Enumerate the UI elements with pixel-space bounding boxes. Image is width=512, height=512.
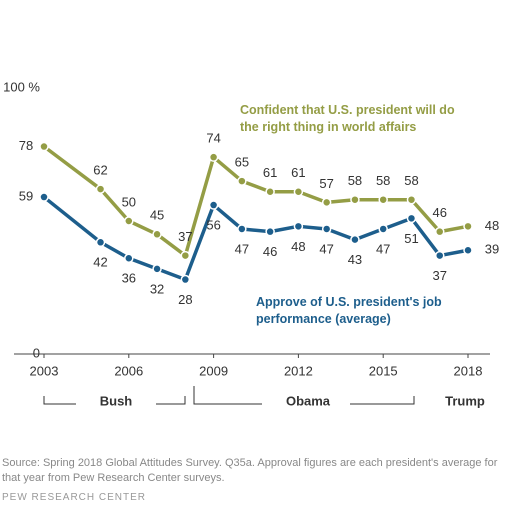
point xyxy=(434,250,445,261)
value-label: 57 xyxy=(319,176,333,191)
value-label: 48 xyxy=(485,218,499,233)
value-label: 58 xyxy=(404,173,418,188)
value-label: 43 xyxy=(348,252,362,267)
point xyxy=(124,253,134,263)
point xyxy=(208,200,219,210)
credit: PEW RESEARCH CENTER xyxy=(2,492,147,503)
x-tick-label: 2009 xyxy=(199,363,228,378)
era-brackets xyxy=(43,386,415,405)
point xyxy=(180,274,191,285)
value-label: 78 xyxy=(19,138,33,153)
point xyxy=(463,221,473,232)
value-label: 56 xyxy=(206,217,220,232)
point xyxy=(152,229,162,240)
point xyxy=(321,197,332,208)
y-tick-label: 100 % xyxy=(3,79,40,94)
point xyxy=(237,176,247,186)
bracket xyxy=(43,396,76,405)
value-label: 47 xyxy=(235,241,249,256)
point xyxy=(265,186,275,197)
value-label: 36 xyxy=(122,271,136,286)
value-label: 48 xyxy=(291,239,305,254)
point xyxy=(378,194,388,205)
value-label: 47 xyxy=(376,241,390,256)
x-tick-label: 2012 xyxy=(284,363,313,378)
point xyxy=(463,245,473,256)
bracket xyxy=(350,396,415,405)
era-label: Trump xyxy=(445,393,485,408)
point xyxy=(321,224,332,234)
point xyxy=(293,221,304,232)
point xyxy=(378,224,388,234)
point xyxy=(350,194,360,205)
point xyxy=(406,213,417,224)
bracket xyxy=(193,386,262,405)
point xyxy=(237,224,247,234)
x-tick-label: 2018 xyxy=(454,363,483,378)
point xyxy=(180,250,191,261)
value-label: 42 xyxy=(93,255,107,270)
point xyxy=(124,216,134,226)
value-label: 37 xyxy=(178,229,192,244)
x-tick-label: 2006 xyxy=(114,363,143,378)
value-label: 65 xyxy=(235,155,249,170)
value-label: 47 xyxy=(319,241,333,256)
value-label: 74 xyxy=(206,131,220,146)
value-label: 28 xyxy=(178,292,192,307)
value-label: 51 xyxy=(404,231,418,246)
era-label: Bush xyxy=(100,393,133,408)
point xyxy=(95,184,106,194)
value-label: 61 xyxy=(263,165,277,180)
value-label: 58 xyxy=(348,173,362,188)
x-tick-label: 2003 xyxy=(30,363,59,378)
point xyxy=(95,237,106,248)
series-label: Confident that U.S. president will do th… xyxy=(240,103,455,134)
y-tick-label: 0 xyxy=(33,345,40,360)
x-tick-label: 2015 xyxy=(369,363,398,378)
value-label: 62 xyxy=(93,163,107,178)
point xyxy=(39,192,49,202)
value-label: 61 xyxy=(291,165,305,180)
value-label: 58 xyxy=(376,173,390,188)
source-note: Source: Spring 2018 Global Attitudes Sur… xyxy=(2,457,498,484)
value-label: 46 xyxy=(263,244,277,259)
point xyxy=(293,186,304,197)
point xyxy=(39,141,49,152)
value-label: 39 xyxy=(485,242,499,257)
point xyxy=(265,226,275,237)
value-label: 59 xyxy=(19,188,33,203)
bracket xyxy=(156,396,186,405)
value-label: 37 xyxy=(432,268,446,283)
value-label: 46 xyxy=(432,205,446,220)
point xyxy=(350,234,360,245)
point xyxy=(434,226,445,237)
era-label: Obama xyxy=(286,393,331,408)
value-label: 45 xyxy=(150,208,164,223)
point xyxy=(208,152,219,162)
value-label: 32 xyxy=(150,281,164,296)
point xyxy=(406,194,417,205)
point xyxy=(152,264,162,274)
value-label: 50 xyxy=(122,194,136,209)
series-label: Approve of U.S. president's job performa… xyxy=(256,295,442,326)
